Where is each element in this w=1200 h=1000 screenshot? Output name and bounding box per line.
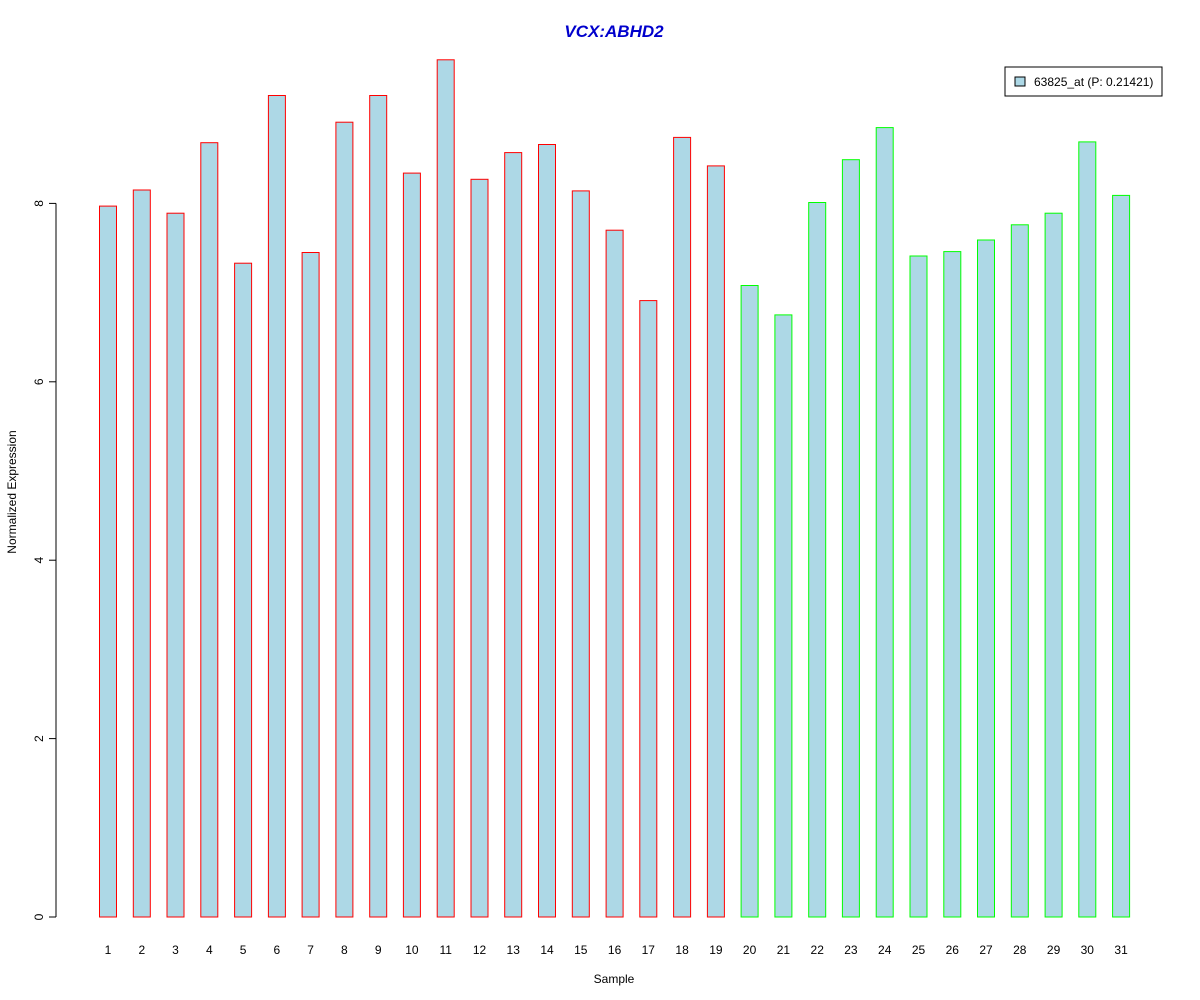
x-tick-label: 1 <box>105 943 112 957</box>
x-tick-label: 24 <box>878 943 892 957</box>
x-tick-label: 21 <box>777 943 791 957</box>
x-tick-label: 22 <box>811 943 825 957</box>
x-tick-label: 23 <box>844 943 858 957</box>
bar-sample-5 <box>234 262 253 918</box>
bar-sample-20 <box>740 285 759 918</box>
x-tick-label: 31 <box>1114 943 1128 957</box>
x-tick-label: 28 <box>1013 943 1027 957</box>
x-axis-label: Sample <box>594 972 635 986</box>
x-tick-label: 25 <box>912 943 926 957</box>
bar-sample-19 <box>706 165 725 918</box>
x-tick-label: 30 <box>1081 943 1095 957</box>
bar-sample-18 <box>673 136 692 918</box>
y-tick-label: 0 <box>32 913 46 920</box>
bar-sample-26 <box>943 251 962 918</box>
legend-box <box>1004 66 1163 97</box>
x-tick-label: 12 <box>473 943 487 957</box>
bar-sample-13 <box>504 152 523 918</box>
x-tick-label: 15 <box>574 943 588 957</box>
x-tick-label: 27 <box>979 943 993 957</box>
x-tick-label: 13 <box>507 943 521 957</box>
bar-sample-9 <box>369 95 388 918</box>
x-tick-label: 10 <box>405 943 419 957</box>
x-tick-label: 14 <box>540 943 554 957</box>
bar-sample-10 <box>402 172 421 918</box>
y-tick-label: 6 <box>32 378 46 385</box>
bar-sample-14 <box>538 144 556 918</box>
bar-sample-12 <box>470 178 489 918</box>
bar-sample-29 <box>1044 212 1063 918</box>
x-tick-label: 7 <box>307 943 314 957</box>
bar-sample-16 <box>605 229 624 918</box>
x-tick-label: 6 <box>274 943 281 957</box>
bar-sample-15 <box>571 190 590 918</box>
bar-sample-21 <box>774 314 793 918</box>
x-tick-label: 19 <box>709 943 723 957</box>
bar-sample-28 <box>1010 224 1029 918</box>
x-tick-label: 9 <box>375 943 382 957</box>
x-tick-labels: 1 2 3 4 5 6 7 8 9 10 11 12 13 14 15 16 17 18 19 20 21 22 23 24 2… <box>105 943 1128 957</box>
x-tick-label: 11 <box>439 943 452 957</box>
bar-sample-6 <box>267 95 286 918</box>
bar-sample-23 <box>841 159 860 918</box>
x-tick-label: 3 <box>172 943 179 957</box>
bar-sample-22 <box>808 202 827 918</box>
x-tick-label: 4 <box>206 943 213 957</box>
bar-sample-1 <box>99 205 117 918</box>
x-tick-label: 16 <box>608 943 622 957</box>
bars-group <box>99 59 1131 918</box>
y-axis: 0 2 4 6 8 <box>32 200 57 920</box>
y-tick-label: 4 <box>32 557 46 564</box>
bar-sample-25 <box>909 255 928 918</box>
y-axis-label: Normalized Expression <box>5 430 19 553</box>
x-tick-label: 2 <box>138 943 145 957</box>
bar-sample-2 <box>132 189 151 918</box>
bar-sample-30 <box>1078 141 1097 918</box>
legend: 63825_at (P: 0.21421) <box>1004 66 1163 97</box>
bar-sample-24 <box>875 127 894 918</box>
bar-sample-3 <box>166 212 185 918</box>
x-tick-label: 5 <box>240 943 247 957</box>
x-tick-label: 29 <box>1047 943 1061 957</box>
y-tick-label: 8 <box>32 200 46 207</box>
x-tick-label: 26 <box>946 943 960 957</box>
x-tick-label: 8 <box>341 943 348 957</box>
legend-swatch <box>1014 76 1026 87</box>
bar-sample-7 <box>301 252 320 918</box>
chart-title: VCX:ABHD2 <box>564 22 664 41</box>
bar-sample-31 <box>1112 194 1131 918</box>
bar-sample-17 <box>639 300 658 918</box>
y-tick-label: 2 <box>32 735 46 742</box>
x-tick-label: 18 <box>675 943 689 957</box>
bar-sample-4 <box>200 142 219 918</box>
x-tick-label: 17 <box>642 943 656 957</box>
x-tick-label: 20 <box>743 943 757 957</box>
bar-sample-8 <box>335 121 354 918</box>
bar-sample-11 <box>436 59 455 918</box>
bar-sample-27 <box>977 239 995 918</box>
legend-label: 63825_at (P: 0.21421) <box>1034 75 1153 89</box>
